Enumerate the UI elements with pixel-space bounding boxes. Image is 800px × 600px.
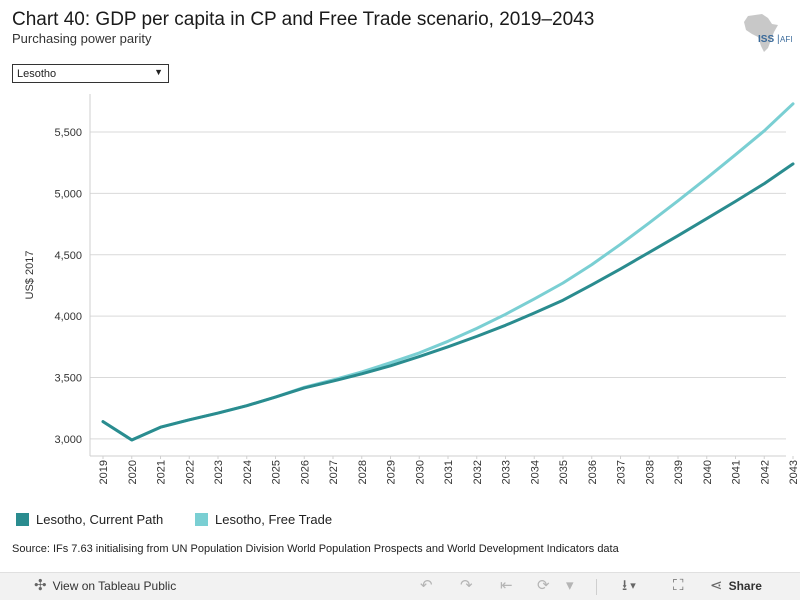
x-tick-label: 2042 (759, 460, 771, 484)
x-tick-label: 2029 (386, 460, 398, 484)
x-tick-label: 2033 (501, 460, 513, 484)
x-tick-label: 2039 (673, 460, 685, 484)
refresh-button[interactable]: ⟳ (537, 578, 550, 594)
x-tick-label: 2019 (98, 460, 110, 484)
y-tick-label: 4,500 (54, 250, 82, 262)
y-axis-title: US$ 2017 (24, 251, 36, 300)
chart-title: Chart 40: GDP per capita in CP and Free … (12, 9, 595, 30)
tableau-toolbar: ✣ View on Tableau Public ↶ ↷ ⇤ ⟳ ▾ ⭳ ▾ ⛶… (0, 572, 800, 600)
legend-swatch-current-path (16, 512, 29, 526)
legend-free-trade[interactable]: Lesotho, Free Trade (195, 509, 332, 529)
download-dropdown-icon: ▾ (630, 580, 636, 592)
pause-dropdown-button[interactable]: ▾ (566, 578, 574, 594)
y-tick-label: 5,000 (54, 188, 82, 200)
fullscreen-icon: ⛶ (673, 577, 684, 594)
x-tick-label: 2032 (472, 460, 484, 484)
undo-button[interactable]: ↶ (420, 578, 433, 594)
share-icon: ⋖ (710, 577, 723, 594)
series-line-current-path (101, 162, 795, 442)
redo-icon: ↷ (460, 577, 473, 594)
dropdown-arrow-icon: ▼ (154, 67, 163, 77)
gdp-line-chart: 3,000 3,500 4,000 4,500 5,000 5,500 US$ 2017 20… (24, 94, 800, 484)
x-tick-label: 2027 (328, 460, 340, 484)
x-tick-label: 2023 (213, 460, 225, 484)
x-tick-label: 2041 (731, 460, 743, 484)
x-tick-label: 2025 (271, 460, 283, 484)
x-tick-label: 2034 (529, 460, 541, 484)
toolbar-divider (596, 579, 597, 595)
view-on-tableau-button[interactable]: ✣ View on Tableau Public (34, 578, 176, 594)
download-button[interactable]: ⭳ ▾ (622, 578, 636, 594)
download-icon: ⭳ (622, 577, 628, 594)
x-tick-label: 2043 (788, 460, 800, 484)
y-tick-label: 3,500 (54, 372, 82, 384)
y-tick-label: 5,500 (54, 127, 82, 139)
x-tick-label: 2031 (443, 460, 455, 484)
logo-afi-text: AFI (780, 35, 792, 44)
redo-button[interactable]: ↷ (460, 578, 473, 594)
source-note: Source: IFs 7.63 initialising from UN Po… (12, 543, 619, 555)
x-tick-label: 2035 (558, 460, 570, 484)
chart-subtitle: Purchasing power parity (12, 31, 152, 46)
series-line-free-trade (101, 102, 795, 442)
x-tick-label: 2036 (587, 460, 599, 484)
x-tick-label: 2020 (127, 460, 139, 484)
share-button[interactable]: ⋖ Share (710, 578, 762, 594)
view-on-tableau-label: View on Tableau Public (52, 579, 177, 593)
x-tick-label: 2040 (702, 460, 714, 484)
legend-label-current-path: Lesotho, Current Path (36, 511, 164, 527)
africa-map-icon (744, 14, 778, 52)
country-filter-value: Lesotho (17, 68, 57, 80)
x-tick-label: 2024 (242, 460, 254, 484)
logo-divider-text: | (777, 34, 780, 45)
pause-dropdown-icon: ▾ (566, 577, 574, 594)
share-label: Share (728, 579, 762, 593)
x-tick-label: 2028 (357, 460, 369, 484)
undo-icon: ↶ (420, 577, 433, 594)
x-tick-label: 2026 (299, 460, 311, 484)
iss-africa-logo: ISS | AFI (744, 14, 792, 52)
country-filter-dropdown[interactable]: Lesotho ▼ (12, 64, 169, 83)
x-tick-label: 2021 (156, 460, 168, 484)
x-tick-label: 2030 (414, 460, 426, 484)
y-tick-label: 3,000 (54, 434, 82, 446)
y-tick-label: 4,000 (54, 311, 82, 323)
revert-button[interactable]: ⇤ (500, 578, 513, 594)
legend-swatch-free-trade (195, 512, 208, 526)
fullscreen-button[interactable]: ⛶ (673, 578, 684, 594)
x-tick-label: 2037 (616, 460, 628, 484)
revert-icon: ⇤ (500, 577, 513, 594)
logo-iss-text: ISS (758, 34, 774, 45)
x-tick-label: 2022 (184, 460, 196, 484)
legend-label-free-trade: Lesotho, Free Trade (215, 511, 333, 527)
tableau-logo-icon: ✣ (34, 577, 47, 594)
refresh-icon: ⟳ (537, 577, 550, 594)
legend-current-path[interactable]: Lesotho, Current Path (16, 509, 163, 529)
x-tick-label: 2038 (644, 460, 656, 484)
